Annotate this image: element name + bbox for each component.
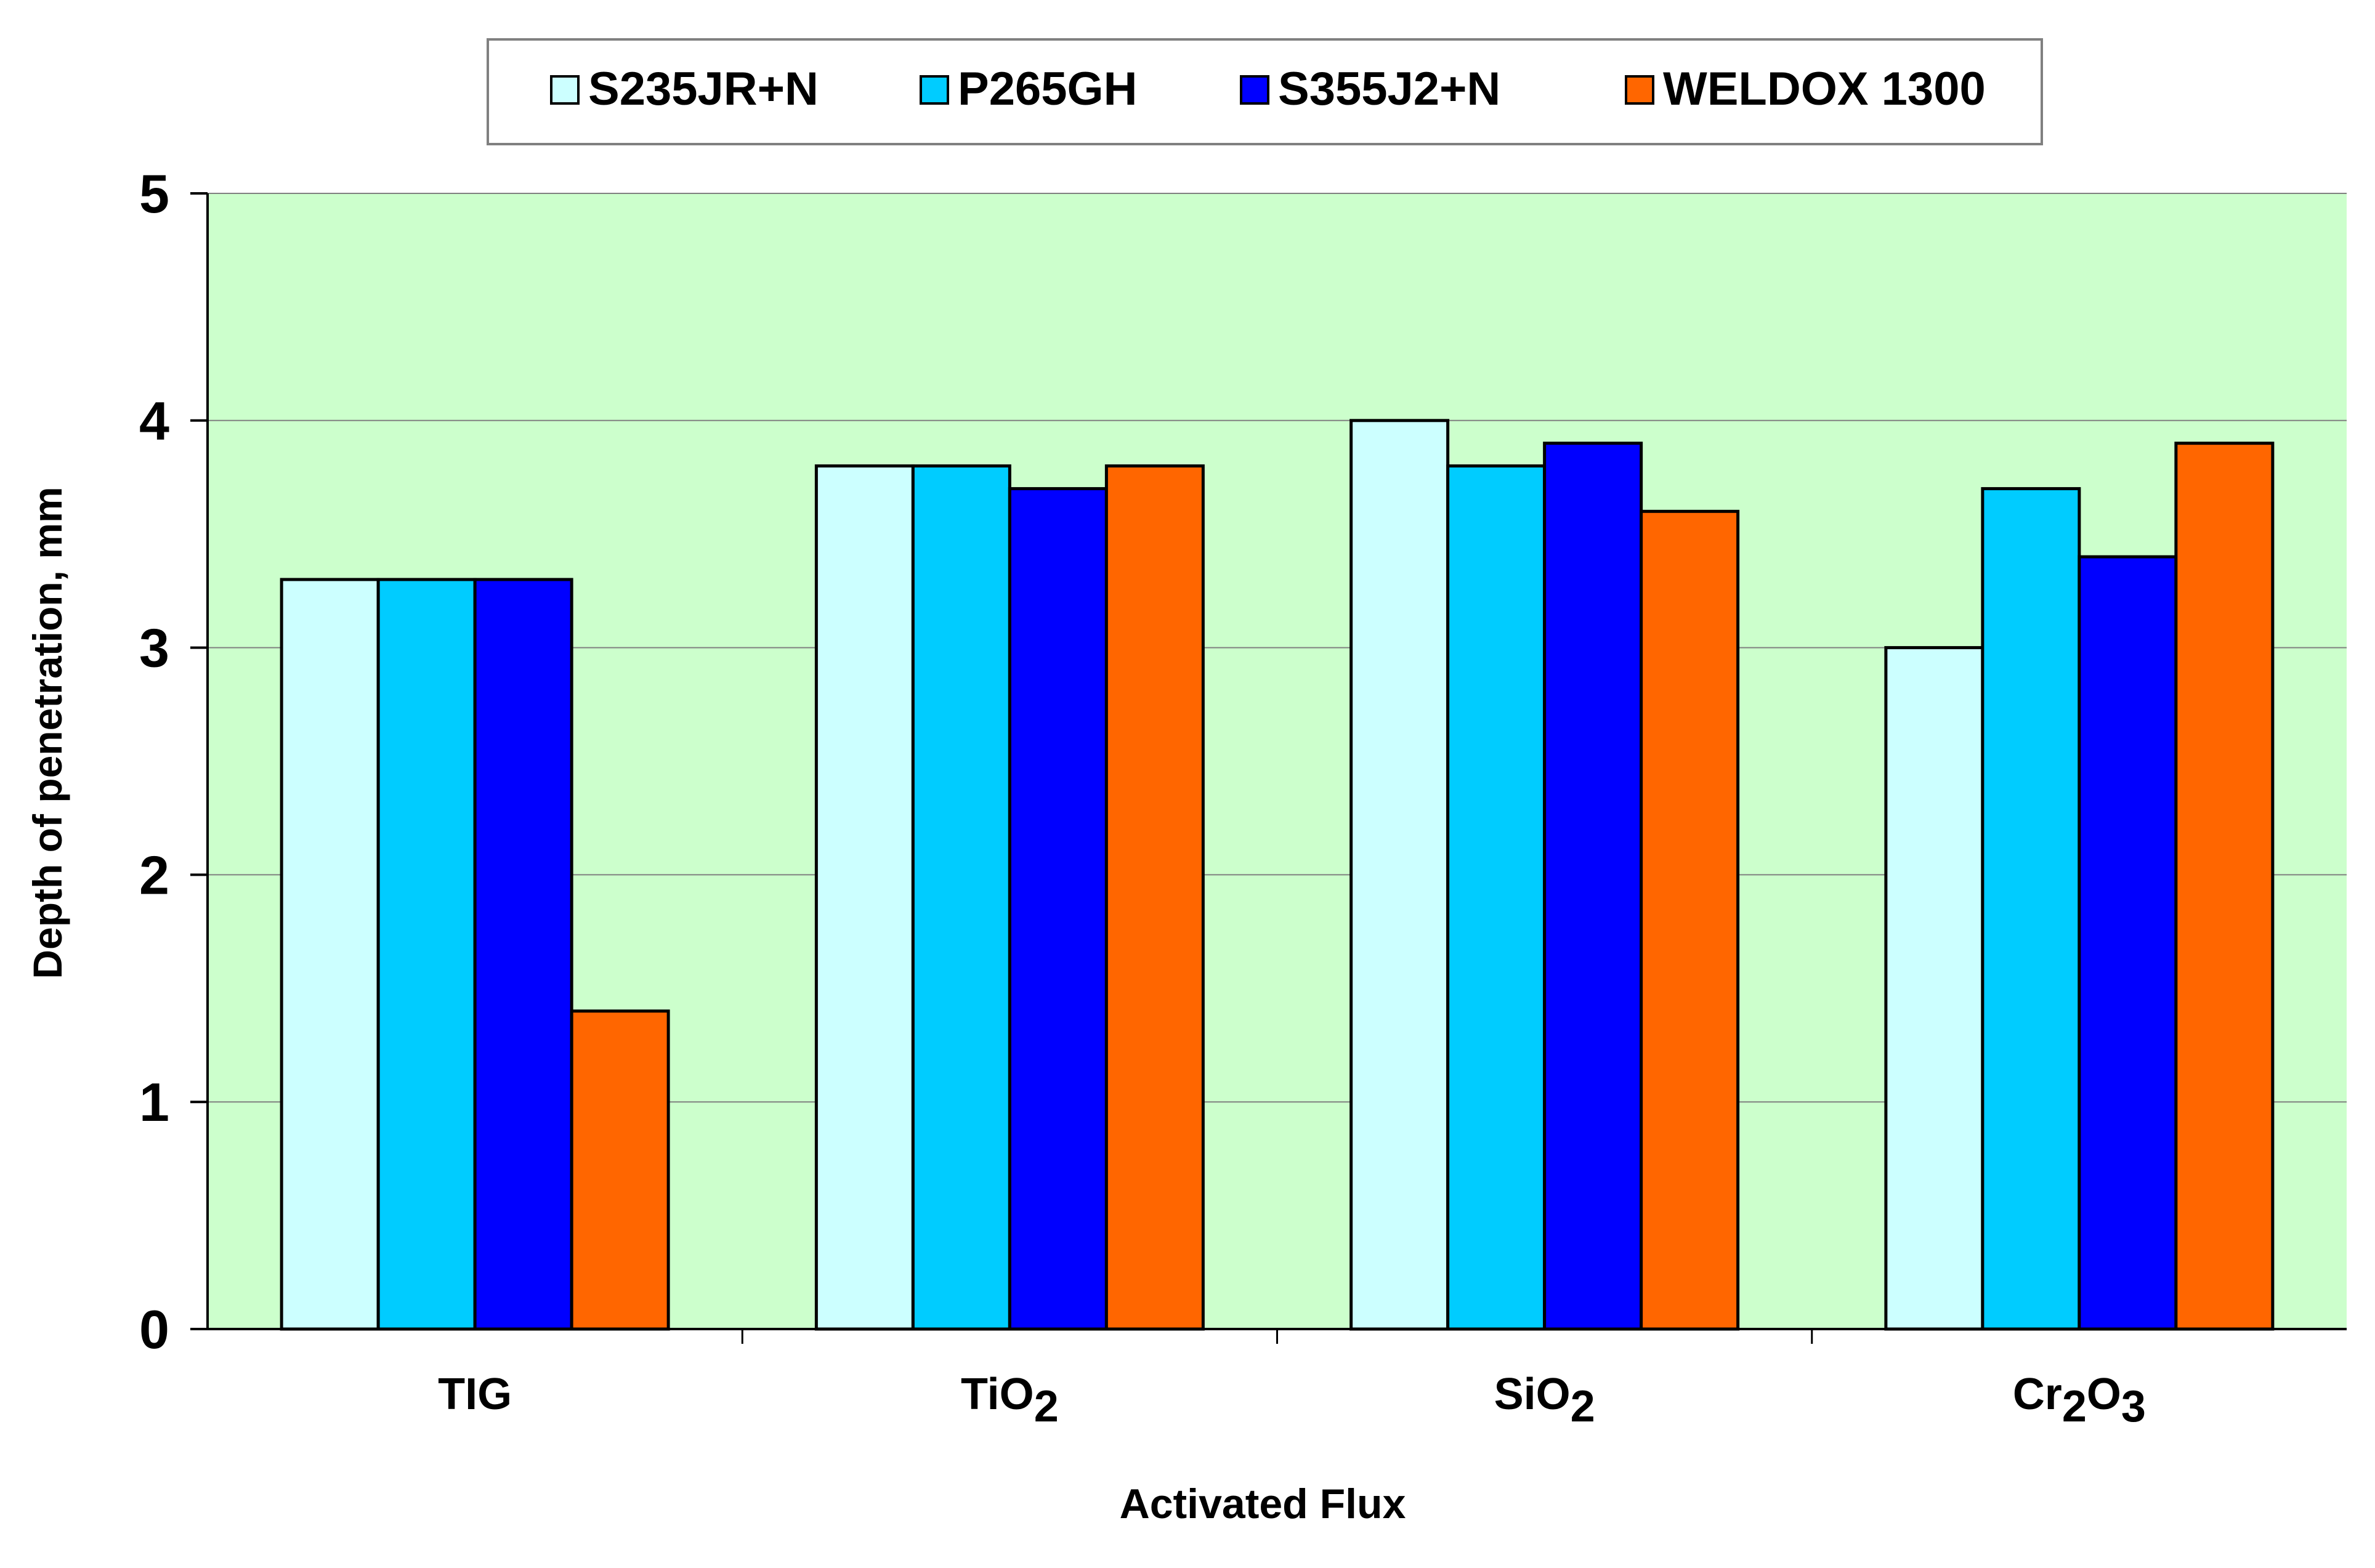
bar-s355j2-n-sio2 <box>1543 442 1643 1331</box>
x-tick-labels: TIG TiO2 SiO2 Cr2O3 <box>438 1370 2146 1431</box>
x-axis-title: Activated Flux <box>1120 1481 1406 1527</box>
x-tick-label-cr2o3: Cr2O3 <box>2013 1370 2146 1431</box>
legend: S235JR+N P265GH S355J2+N WELDOX 1300 <box>487 38 2043 145</box>
legend-label-weldox-1300: WELDOX 1300 <box>1663 63 1986 115</box>
bar-s235jr-n-cr2o3 <box>1884 646 1985 1331</box>
x-tick-label-tio2: TiO2 <box>961 1370 1059 1431</box>
bar-s235jr-n-tig <box>280 578 380 1331</box>
x-tick-label-sio2: SiO2 <box>1494 1370 1595 1431</box>
y-tick-label-1: 1 <box>139 1072 169 1133</box>
bar-s235jr-n-tio2 <box>814 464 915 1331</box>
y-axis-title: Depth of penetration, mm <box>25 487 70 979</box>
y-tick-label-4: 4 <box>139 390 169 451</box>
y-tick-label-3: 3 <box>139 618 169 679</box>
bar-p265gh-cr2o3 <box>1981 487 2081 1331</box>
x-tick-label-tig: TIG <box>438 1370 512 1419</box>
y-tick-label-2: 2 <box>139 844 169 905</box>
legend-swatch-weldox-1300 <box>1625 75 1654 105</box>
y-tick-labels: 0 1 2 3 4 5 <box>139 163 169 1360</box>
legend-label-p265gh: P265GH <box>958 63 1138 115</box>
bar-p265gh-tig <box>376 578 477 1331</box>
bar-s355j2-n-tig <box>473 578 573 1331</box>
legend-swatch-s355j2-n <box>1240 75 1269 105</box>
bar-s355j2-n-cr2o3 <box>2078 555 2178 1331</box>
bar-weldox-1300-sio2 <box>1640 509 1740 1331</box>
legend-label-s355j2-n: S355J2+N <box>1278 63 1500 115</box>
bar-weldox-1300-tio2 <box>1104 464 1205 1331</box>
bar-p265gh-sio2 <box>1446 464 1547 1331</box>
bar-s235jr-n-sio2 <box>1349 419 1450 1331</box>
bar-weldox-1300-tig <box>570 1009 670 1331</box>
bars <box>280 419 2275 1331</box>
bar-weldox-1300-cr2o3 <box>2174 442 2275 1331</box>
legend-label-s235jr-n: S235JR+N <box>588 63 819 115</box>
bar-p265gh-tio2 <box>911 464 1011 1331</box>
y-tick-label-0: 0 <box>139 1299 169 1360</box>
y-tick-label-5: 5 <box>139 163 169 224</box>
bar-s355j2-n-tio2 <box>1008 487 1108 1331</box>
legend-swatch-p265gh <box>920 75 949 105</box>
legend-swatch-s235jr-n <box>550 75 580 105</box>
